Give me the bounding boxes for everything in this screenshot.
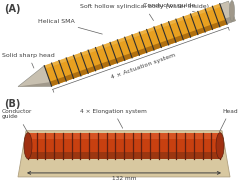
Polygon shape xyxy=(44,4,221,69)
Polygon shape xyxy=(225,15,236,24)
Ellipse shape xyxy=(229,1,235,21)
Polygon shape xyxy=(28,133,220,139)
Ellipse shape xyxy=(24,133,32,159)
Polygon shape xyxy=(18,82,52,87)
Ellipse shape xyxy=(216,133,224,159)
Text: 4 × Elongation system: 4 × Elongation system xyxy=(80,108,147,128)
Text: 132 mm: 132 mm xyxy=(112,176,136,181)
Polygon shape xyxy=(44,4,227,86)
Text: Head: Head xyxy=(219,108,238,132)
Text: (B): (B) xyxy=(4,98,20,108)
Polygon shape xyxy=(18,66,52,87)
Polygon shape xyxy=(50,20,227,86)
Text: (A): (A) xyxy=(4,4,21,14)
Text: Conductor guide: Conductor guide xyxy=(143,3,219,18)
Polygon shape xyxy=(28,133,220,159)
Polygon shape xyxy=(18,131,230,177)
Text: Conductor
guide: Conductor guide xyxy=(2,108,32,132)
Text: 4 × Actuation system: 4 × Actuation system xyxy=(110,52,176,80)
Text: Soft hollow sylindical body (water inside): Soft hollow sylindical body (water insid… xyxy=(80,4,209,21)
Polygon shape xyxy=(28,152,220,159)
Text: Solid sharp head: Solid sharp head xyxy=(2,53,55,68)
Polygon shape xyxy=(220,1,236,24)
Text: Helical SMA: Helical SMA xyxy=(38,19,102,34)
